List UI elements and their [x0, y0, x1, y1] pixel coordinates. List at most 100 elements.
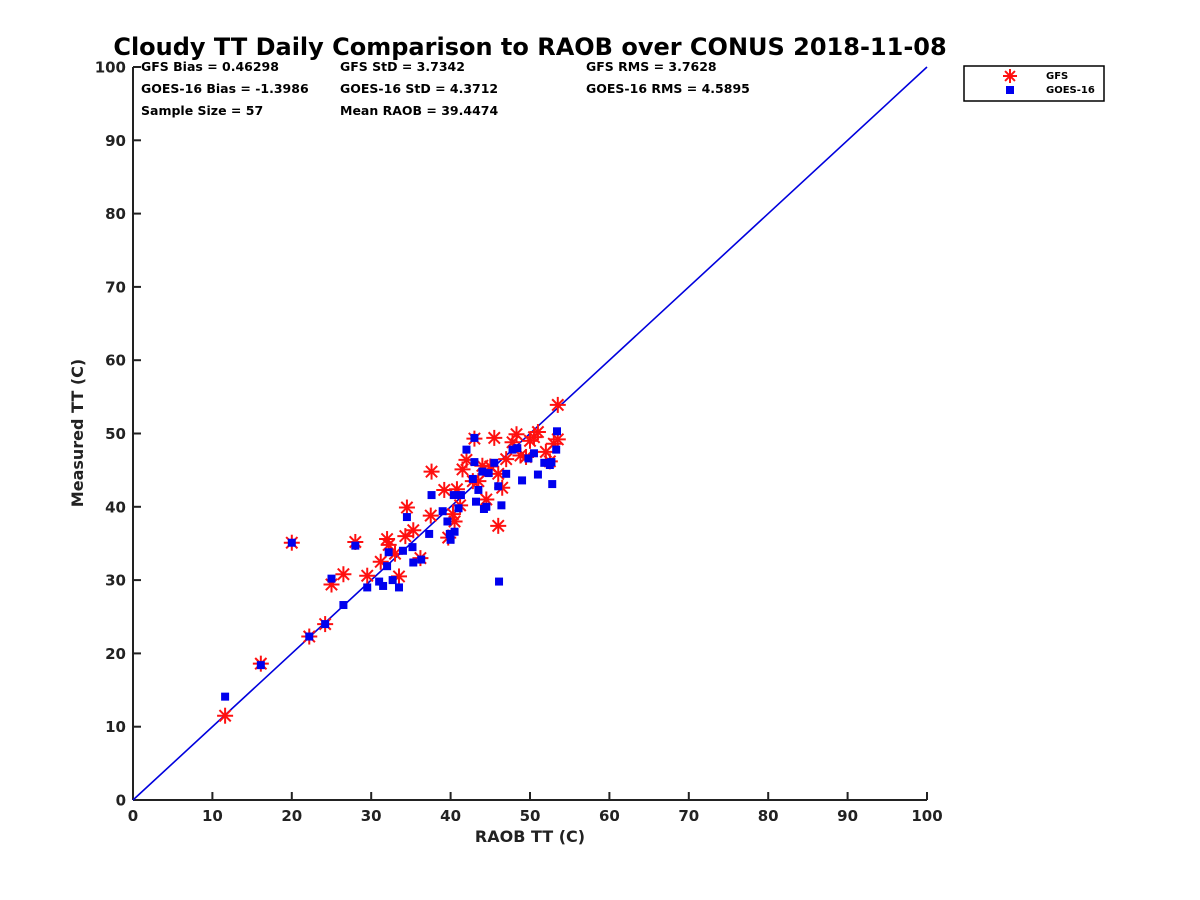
goes-16-point — [287, 538, 296, 547]
y-tick-label: 80 — [105, 205, 126, 223]
stat-gfs-rms: GFS RMS = 3.7628 — [586, 59, 717, 74]
goes-16-point — [363, 583, 372, 592]
legend-box — [963, 65, 1105, 102]
legend-goes-marker — [1006, 86, 1014, 94]
y-tick-label: 40 — [105, 498, 126, 516]
goes-16-point — [321, 620, 330, 629]
goes-16-point — [450, 527, 459, 536]
goes-16-point — [462, 445, 471, 454]
goes-16-point — [497, 501, 506, 510]
y-tick-label: 50 — [105, 425, 126, 443]
goes-16-point — [305, 632, 314, 641]
y-tick-label: 60 — [105, 352, 126, 370]
x-tick-label: 40 — [440, 807, 461, 825]
y-axis-label: Measured TT (C) — [68, 359, 87, 507]
goes-16-point — [472, 497, 481, 506]
goes-16-point — [529, 449, 538, 458]
stat-gfs-std: GFS StD = 3.7342 — [340, 59, 465, 74]
goes-16-point — [495, 577, 504, 586]
gfs-point — [490, 517, 507, 534]
goes-16-point — [502, 469, 511, 478]
gfs-point — [217, 707, 234, 724]
gfs-point — [486, 429, 503, 446]
goes-16-point — [408, 543, 417, 552]
x-tick-label: 100 — [911, 807, 942, 825]
gfs-legend-asterisk — [1003, 69, 1017, 83]
axes: 0 10 20 30 40 50 60 70 80 90 100 0 10 20 30 40 50 60 70 80 9… — [95, 59, 943, 826]
goes-16-point — [388, 576, 397, 585]
y-tick-label: 10 — [105, 718, 126, 736]
gfs-point — [359, 567, 376, 584]
goes-16-point — [518, 476, 527, 485]
goes-16-point — [427, 491, 436, 500]
goes-16-point — [494, 482, 503, 491]
y-tick-label: 30 — [105, 572, 126, 590]
data-marks — [217, 396, 566, 724]
gfs-point — [335, 566, 352, 583]
goes-16-point — [446, 535, 455, 544]
goes-16-point — [470, 433, 479, 442]
goes-16-legend-square — [1006, 86, 1014, 94]
goes-16-point — [425, 529, 434, 538]
legend-gfs-label: GFS — [1046, 71, 1068, 82]
gfs-point — [422, 507, 439, 524]
stat-goes-rms: GOES-16 RMS = 4.5895 — [586, 81, 750, 96]
x-tick-label: 20 — [281, 807, 302, 825]
y-tick-label: 100 — [95, 59, 126, 77]
goes-16-point — [482, 502, 491, 511]
gfs-point — [529, 424, 546, 441]
x-tick-label: 60 — [599, 807, 620, 825]
goes-16-point — [468, 474, 477, 483]
y-tick-label: 0 — [116, 792, 126, 810]
goes-16-point — [540, 458, 549, 467]
goes-16-point — [470, 458, 479, 467]
goes-16-point — [327, 574, 336, 583]
goes-16-point — [375, 577, 384, 586]
stat-mean-raob: Mean RAOB = 39.4474 — [340, 103, 498, 118]
goes-16-point — [474, 485, 483, 494]
x-tick-label: 0 — [128, 807, 138, 825]
y-tick-label: 20 — [105, 645, 126, 663]
gfs-point — [549, 396, 566, 413]
goes-16-point — [445, 529, 454, 538]
y-tick-label: 70 — [105, 278, 126, 296]
x-tick-label: 80 — [758, 807, 779, 825]
goes-16-point — [443, 517, 452, 526]
goes-16-point — [552, 445, 561, 454]
x-tick-label: 90 — [837, 807, 858, 825]
x-tick-label: 70 — [678, 807, 699, 825]
goes-16-point — [438, 507, 447, 516]
goes-16-point — [533, 470, 542, 479]
legend-goes-label: GOES-16 — [1046, 85, 1095, 96]
goes-16-point — [256, 661, 265, 670]
goes-16-point — [221, 692, 230, 701]
chart-title: Cloudy TT Daily Comparison to RAOB over … — [113, 33, 946, 61]
gfs-point — [405, 522, 422, 539]
goes-16-point — [484, 469, 493, 478]
goes-16-point — [449, 491, 458, 500]
goes-16-point — [409, 558, 418, 567]
gfs-point — [436, 481, 453, 498]
goes-16-point — [351, 541, 360, 550]
goes-16-point — [513, 444, 522, 453]
x-axis-label: RAOB TT (C) — [475, 827, 585, 846]
series-goes-16 — [221, 427, 561, 701]
goes-16-point — [339, 601, 348, 610]
stat-gfs-bias: GFS Bias = 0.46298 — [141, 59, 279, 74]
goes-16-point — [398, 546, 407, 555]
x-tick-label: 10 — [202, 807, 223, 825]
legend-gfs-marker — [1003, 69, 1017, 83]
goes-16-point — [394, 583, 403, 592]
gfs-point — [398, 499, 415, 516]
stat-goes-std: GOES-16 StD = 4.3712 — [340, 81, 498, 96]
goes-16-point — [456, 491, 465, 500]
goes-16-point — [402, 513, 411, 522]
x-tick-label: 50 — [520, 807, 541, 825]
x-tick-label: 30 — [361, 807, 382, 825]
goes-16-point — [478, 467, 487, 476]
goes-16-point — [384, 548, 393, 557]
gfs-point — [423, 463, 440, 480]
stats-block: GFS Bias = 0.46298 GFS StD = 3.7342 GFS … — [141, 59, 750, 118]
goes-16-point — [524, 454, 533, 463]
